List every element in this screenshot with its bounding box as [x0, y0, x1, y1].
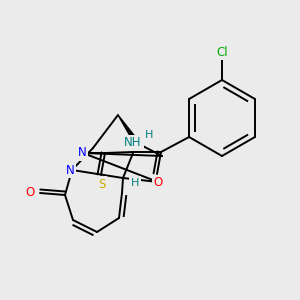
Text: O: O — [26, 187, 34, 200]
Text: N: N — [66, 164, 74, 176]
Text: N: N — [78, 146, 86, 160]
Text: H: H — [131, 178, 139, 188]
Text: Cl: Cl — [216, 46, 228, 59]
Text: H: H — [145, 130, 153, 140]
Polygon shape — [118, 115, 139, 144]
Text: NH: NH — [124, 136, 142, 149]
Text: O: O — [153, 176, 163, 190]
Text: S: S — [98, 178, 106, 190]
